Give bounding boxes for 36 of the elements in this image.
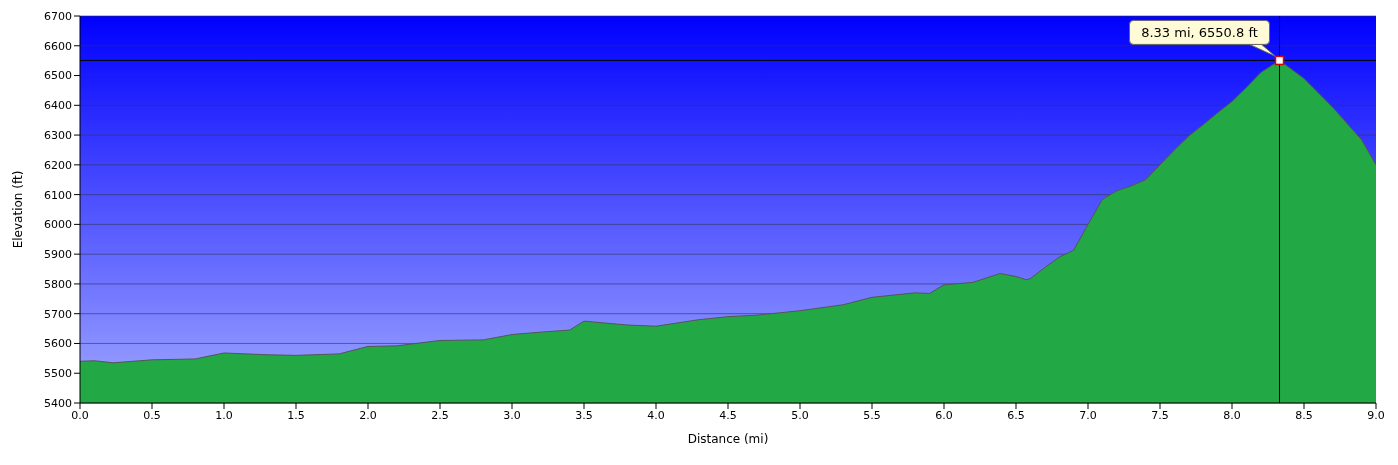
x-tick-label: 6.0 [935, 408, 953, 422]
x-tick-label: 2.5 [431, 408, 449, 422]
y-tick-label: 6700 [44, 9, 72, 23]
x-tick-label: 4.5 [719, 408, 737, 422]
y-tick-label: 6000 [44, 218, 72, 232]
y-tick-label: 6500 [44, 69, 72, 83]
x-tick-label: 1.0 [215, 408, 233, 422]
x-tick-label: 3.5 [575, 408, 593, 422]
y-tick-label: 6400 [44, 99, 72, 113]
x-tick-label: 7.0 [1079, 408, 1097, 422]
x-tick-label: 8.5 [1295, 408, 1313, 422]
y-tick-label: 5700 [44, 307, 72, 321]
x-tick-label: 0.5 [143, 408, 161, 422]
x-tick-label: 7.5 [1151, 408, 1169, 422]
x-tick-label: 0.0 [71, 408, 89, 422]
x-tick-label: 9.0 [1367, 408, 1385, 422]
y-axis-title: Elevation (ft) [11, 170, 26, 249]
y-tick-label: 6300 [44, 128, 72, 142]
x-tick-label: 5.5 [863, 408, 881, 422]
x-tick-label: 6.5 [1007, 408, 1025, 422]
y-tick-label: 5500 [44, 367, 72, 381]
x-axis-title: Distance (mi) [687, 432, 769, 446]
y-tick-label: 5600 [44, 337, 72, 351]
y-tick-label: 5800 [44, 277, 72, 291]
x-tick-label: 2.0 [359, 408, 377, 422]
y-tick-label: 6200 [44, 158, 72, 172]
y-tick-label: 6100 [44, 188, 72, 202]
x-tick-label: 4.0 [647, 408, 665, 422]
x-tick-label: 1.5 [287, 408, 305, 422]
y-tick-label: 6600 [44, 39, 72, 53]
y-tick-label: 5400 [44, 396, 72, 410]
x-tick-label: 5.0 [791, 408, 809, 422]
annotation: 8.33 mi, 6550.8 ft [1141, 25, 1258, 41]
y-tick-label: 5900 [44, 248, 72, 262]
x-tick-label: 8.0 [1223, 408, 1241, 422]
x-tick-label: 3.0 [503, 408, 521, 422]
